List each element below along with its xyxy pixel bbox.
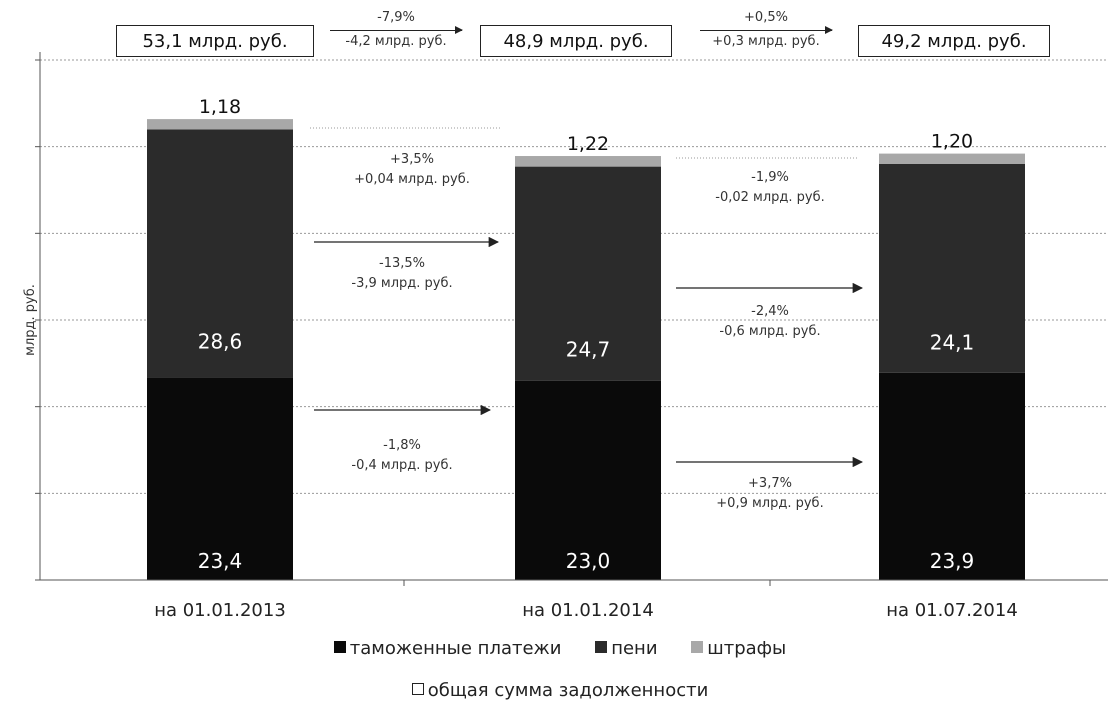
data-label-payments-2: 23,9: [930, 549, 975, 573]
legend-item-payments: таможенные платежи: [333, 638, 562, 659]
total-box-2013: 53,1 млрд. руб.: [116, 25, 314, 57]
total-change-1: -7,9% -4,2 млрд. руб.: [330, 10, 463, 50]
bar-payments-1: [515, 380, 661, 580]
total-change-2-arrow: [700, 26, 833, 34]
fines-change-1: +3,5% +0,04 млрд. руб.: [322, 150, 502, 190]
x-tick-label-2: на 01.07.2014: [886, 600, 1018, 621]
total-box-2014-01: 48,9 млрд. руб.: [480, 25, 672, 57]
data-label-penalties-0: 28,6: [198, 329, 243, 353]
data-label-payments-0: 23,4: [198, 549, 243, 573]
fines-change-1-abs: +0,04 млрд. руб.: [354, 172, 470, 187]
payments-change-2: +3,7% +0,9 млрд. руб.: [680, 474, 860, 514]
bar-fines-0: [147, 119, 293, 130]
total-change-2: +0,5% +0,3 млрд. руб.: [700, 10, 833, 50]
data-label-penalties-2: 24,1: [930, 331, 975, 355]
payments-change-1: -1,8% -0,4 млрд. руб.: [312, 436, 492, 476]
total-change-1-abs: -4,2 млрд. руб.: [345, 34, 447, 49]
legend-label-penalties: пени: [611, 638, 658, 659]
data-label-fines-2: 1,20: [931, 131, 973, 153]
penalties-change-2: -2,4% -0,6 млрд. руб.: [680, 302, 860, 342]
fines-change-2-pct: -1,9%: [751, 170, 789, 185]
payments-change-2-abs: +0,9 млрд. руб.: [716, 496, 824, 511]
penalties-change-2-abs: -0,6 млрд. руб.: [719, 324, 821, 339]
payments-change-2-pct: +3,7%: [748, 476, 792, 491]
y-axis-label: млрд. руб.: [23, 284, 38, 356]
x-tick-label-1: на 01.01.2014: [522, 600, 654, 621]
data-label-penalties-1: 24,7: [566, 338, 611, 362]
legend-swatch-total: [411, 683, 424, 695]
legend-swatch-payments: [333, 641, 346, 653]
bar-penalties-1: [515, 166, 661, 381]
total-change-2-abs: +0,3 млрд. руб.: [712, 34, 820, 49]
legend-label-total: общая сумма задолженности: [427, 680, 709, 701]
fines-change-1-pct: +3,5%: [390, 152, 434, 167]
legend-total: общая сумма задолженности: [0, 680, 1120, 701]
bar-fines-1: [515, 156, 661, 167]
bar-payments-0: [147, 377, 293, 580]
bar-penalties-2: [879, 164, 1025, 373]
fines-change-2-abs: -0,02 млрд. руб.: [715, 190, 825, 205]
data-label-fines-0: 1,18: [199, 96, 241, 118]
legend-swatch-fines: [691, 641, 704, 653]
bar-fines-2: [879, 153, 1025, 164]
payments-change-1-abs: -0,4 млрд. руб.: [351, 458, 453, 473]
legend: таможенные платежи пени штрафы: [0, 638, 1120, 659]
fines-change-2: -1,9% -0,02 млрд. руб.: [680, 168, 860, 208]
total-box-2014-07: 49,2 млрд. руб.: [858, 25, 1050, 57]
payments-change-1-pct: -1,8%: [383, 438, 421, 453]
data-label-fines-1: 1,22: [567, 133, 609, 155]
legend-label-fines: штрафы: [707, 638, 787, 659]
legend-swatch-penalties: [595, 641, 608, 653]
x-tick-label-0: на 01.01.2013: [154, 600, 286, 621]
data-label-payments-1: 23,0: [566, 549, 611, 573]
total-change-2-pct: +0,5%: [744, 10, 788, 25]
bar-payments-2: [879, 372, 1025, 580]
penalties-change-1: -13,5% -3,9 млрд. руб.: [312, 254, 492, 294]
penalties-change-1-pct: -13,5%: [379, 256, 425, 271]
total-change-1-arrow: [330, 26, 463, 34]
penalties-change-1-abs: -3,9 млрд. руб.: [351, 276, 453, 291]
total-change-1-pct: -7,9%: [377, 10, 415, 25]
legend-item-penalties: пени: [595, 638, 658, 659]
bar-penalties-0: [147, 129, 293, 378]
legend-label-payments: таможенные платежи: [349, 638, 562, 659]
legend-item-fines: штрафы: [691, 638, 786, 659]
penalties-change-2-pct: -2,4%: [751, 304, 789, 319]
